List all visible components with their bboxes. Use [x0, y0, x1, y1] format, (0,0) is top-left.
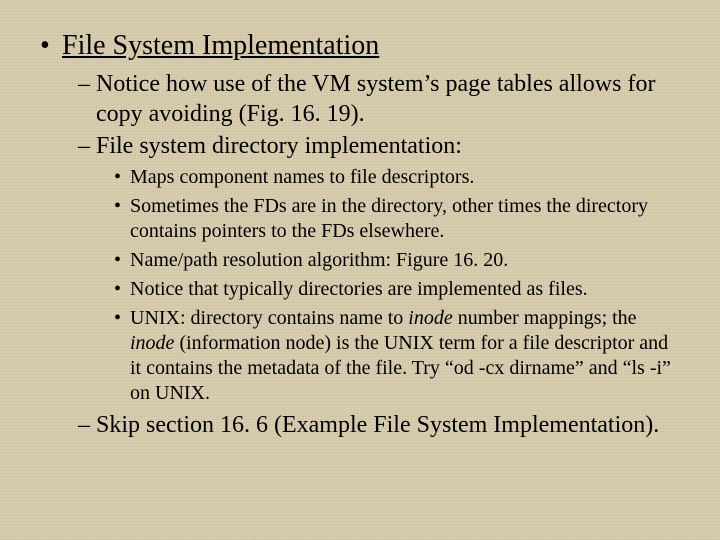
dash-icon: –: [78, 410, 96, 440]
level3-text-part: UNIX: directory contains name to: [130, 307, 408, 329]
level3-text: Name/path resolution algorithm: Figure 1…: [130, 249, 508, 271]
level3-text: Notice that typically directories are im…: [130, 278, 588, 300]
level3-text: Sometimes the FDs are in the directory, …: [130, 195, 648, 242]
bullet-disc-icon: •: [114, 306, 130, 331]
level3-item: •UNIX: directory contains name to inode …: [114, 306, 680, 406]
level3-item: •Name/path resolution algorithm: Figure …: [114, 248, 680, 273]
level3-text-part: (information node) is the UNIX term for …: [130, 332, 671, 404]
bullet-disc-icon: •: [114, 165, 130, 190]
heading-title: File System Implementation: [62, 30, 379, 61]
inode-term: inode: [408, 307, 452, 329]
level2-text: File system directory implementation:: [96, 133, 462, 159]
inode-term: inode: [130, 332, 174, 354]
level2-text: Skip section 16. 6 (Example File System …: [96, 412, 659, 438]
level3-item: •Notice that typically directories are i…: [114, 277, 680, 302]
level3-text: Maps component names to file descriptors…: [130, 166, 474, 188]
bullet-disc-icon: •: [114, 248, 130, 273]
heading-level-1: •File System Implementation: [40, 28, 680, 63]
dash-icon: –: [78, 131, 96, 161]
level3-item: •Sometimes the FDs are in the directory,…: [114, 194, 680, 244]
dash-icon: –: [78, 69, 96, 99]
bullet-disc-icon: •: [114, 194, 130, 219]
bullet-disc-icon: •: [114, 277, 130, 302]
level2-item: –Skip section 16. 6 (Example File System…: [78, 410, 680, 440]
bullet-disc-icon: •: [40, 28, 62, 63]
level2-text: Notice how use of the VM system’s page t…: [96, 71, 655, 127]
level3-item: •Maps component names to file descriptor…: [114, 165, 680, 190]
level3-text-part: number mappings; the: [453, 307, 637, 329]
level2-item: –File system directory implementation:: [78, 131, 680, 161]
level2-item: –Notice how use of the VM system’s page …: [78, 69, 680, 129]
